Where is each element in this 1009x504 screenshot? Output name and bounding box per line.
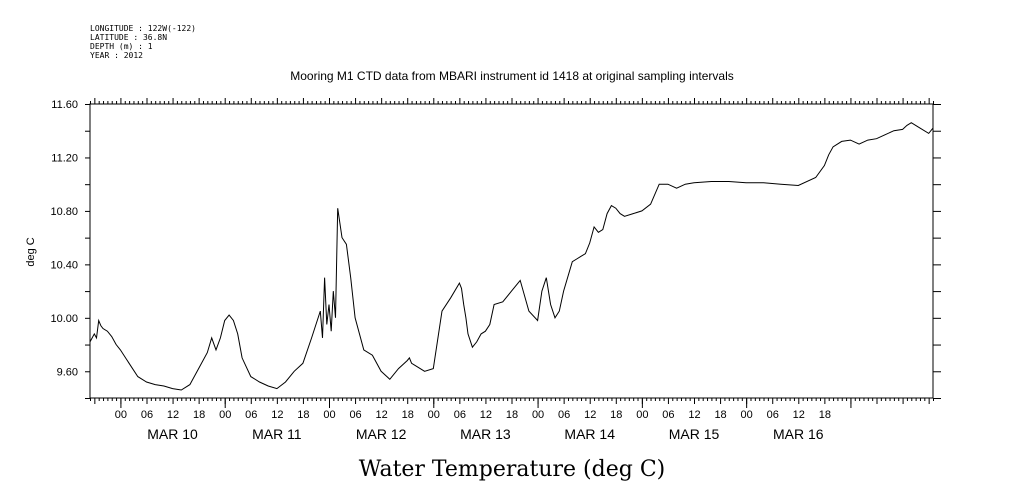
x-hour-label: 00	[428, 409, 440, 421]
y-tick-label: 11.60	[51, 99, 78, 111]
meta-depth: DEPTH (m) : 1	[90, 42, 153, 51]
y-axis-label: deg C	[25, 237, 37, 266]
x-day-label: MAR 10	[147, 426, 198, 442]
y-tick-label: 10.00	[50, 313, 78, 325]
meta-latitude: LATITUDE : 36.8N	[90, 33, 167, 42]
y-tick-label: 9.60	[57, 366, 78, 378]
x-axis-title: Water Temperature (deg C)	[359, 457, 666, 482]
x-hour-label: 06	[141, 409, 153, 421]
y-tick-labels: 9.60 10.00 10.40 10.80 11.20 11.60	[50, 99, 78, 378]
chart-title: Mooring M1 CTD data from MBARI instrumen…	[290, 69, 734, 83]
series-line-water-temperature	[89, 122, 934, 391]
x-day-label: MAR 13	[460, 426, 511, 442]
x-day-label: MAR 12	[356, 426, 407, 442]
x-hour-label: 18	[402, 409, 414, 421]
x-hour-label: 12	[271, 409, 283, 421]
meta-year: YEAR : 2012	[90, 51, 143, 60]
x-hour-label: 06	[245, 409, 257, 421]
x-hour-label: 00	[741, 409, 753, 421]
x-hour-label: 12	[584, 409, 596, 421]
y-tick-label: 11.20	[51, 152, 78, 164]
x-day-label: MAR 14	[564, 426, 615, 442]
y-tick-label: 10.80	[50, 206, 78, 218]
x-hour-label: 06	[349, 409, 361, 421]
x-hour-label: 18	[506, 409, 518, 421]
x-hour-label: 12	[167, 409, 179, 421]
x-hour-label: 12	[793, 409, 805, 421]
x-hour-label: 00	[219, 409, 231, 421]
x-hour-label: 12	[688, 409, 700, 421]
x-hour-label: 18	[297, 409, 309, 421]
axis-ticks	[85, 98, 941, 408]
y-tick-label: 10.40	[50, 259, 78, 271]
x-hour-label: 00	[115, 409, 127, 421]
x-hour-label: 18	[714, 409, 726, 421]
x-hour-label: 18	[819, 409, 831, 421]
plot-frame	[89, 103, 934, 399]
x-tick-labels: 00 06 12 18 00 06 12 18 00 06 12 18 00 06 12 18 00 06 12 18…	[115, 409, 831, 421]
x-day-labels: MAR 10 MAR 11 MAR 12 MAR 13 MAR 14 MAR 15 MAR …	[147, 426, 824, 442]
x-hour-label: 12	[480, 409, 492, 421]
x-hour-label: 06	[454, 409, 466, 421]
x-hour-label: 00	[636, 409, 648, 421]
x-hour-label: 18	[610, 409, 622, 421]
meta-longitude: LONGITUDE : 122W(-122)	[90, 24, 196, 33]
x-hour-label: 06	[558, 409, 570, 421]
x-hour-label: 06	[767, 409, 779, 421]
x-day-label: MAR 16	[773, 426, 824, 442]
x-day-label: MAR 11	[252, 426, 302, 442]
x-hour-label: 00	[532, 409, 544, 421]
x-hour-label: 00	[323, 409, 335, 421]
x-day-label: MAR 15	[669, 426, 720, 442]
x-hour-label: 18	[193, 409, 205, 421]
x-hour-label: 12	[376, 409, 388, 421]
x-hour-label: 06	[662, 409, 674, 421]
